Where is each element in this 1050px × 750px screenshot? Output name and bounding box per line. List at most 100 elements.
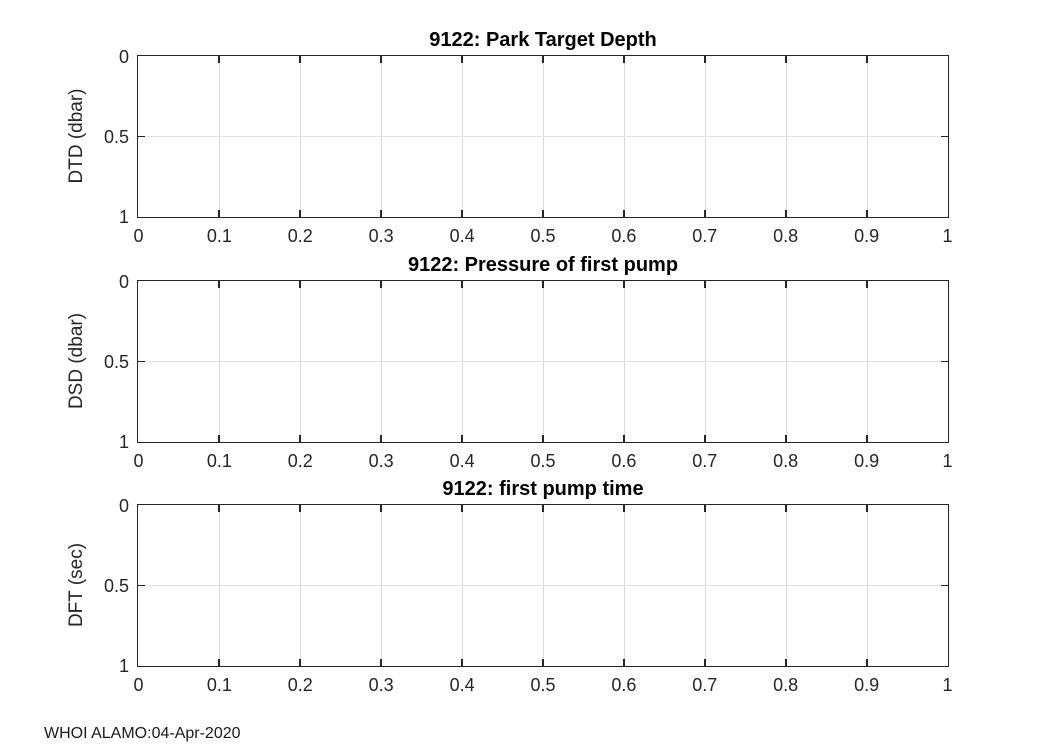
- x-tick-label: 0: [133, 675, 144, 695]
- tick-mark: [785, 505, 787, 512]
- plot-area: [137, 280, 949, 443]
- tick-mark: [380, 281, 382, 288]
- tick-mark: [866, 281, 868, 288]
- tick-mark: [704, 435, 706, 442]
- tick-mark: [461, 281, 463, 288]
- tick-mark: [299, 210, 301, 217]
- y-tick-label: 0: [118, 271, 129, 292]
- tick-mark: [218, 281, 220, 288]
- tick-mark: [138, 360, 145, 363]
- tick-mark: [299, 659, 301, 666]
- tick-mark: [461, 435, 463, 442]
- tick-mark: [785, 281, 787, 288]
- tick-mark: [138, 584, 145, 587]
- subplot-park-target-depth: 9122: Park Target Depth DTD (dbar) 0 0.5 1…: [0, 28, 1050, 252]
- y-tick-label: 1: [118, 655, 129, 676]
- tick-mark: [299, 435, 301, 442]
- tick-mark: [941, 584, 948, 587]
- y-tick-label: 0.5: [103, 575, 129, 596]
- x-tick-label: 1: [942, 226, 953, 246]
- tick-mark: [299, 505, 301, 512]
- tick-mark: [623, 659, 625, 666]
- tick-mark: [461, 505, 463, 512]
- tick-mark: [542, 281, 544, 288]
- tick-mark: [785, 435, 787, 442]
- tick-mark: [218, 505, 220, 512]
- tick-mark: [461, 56, 463, 63]
- tick-mark: [941, 135, 948, 138]
- tick-mark: [218, 56, 220, 63]
- tick-mark: [542, 210, 544, 217]
- x-tick-label: 0: [133, 226, 144, 246]
- x-tick-label: 0.8: [773, 675, 799, 695]
- x-tick-label: 0.9: [854, 226, 880, 246]
- tick-mark: [704, 56, 706, 63]
- tick-mark: [461, 659, 463, 666]
- tick-mark: [461, 210, 463, 217]
- x-tick-label: 0.3: [368, 226, 394, 246]
- x-tick-label: 0.9: [854, 675, 880, 695]
- tick-mark: [218, 210, 220, 217]
- x-tick-label: 0.2: [287, 226, 313, 246]
- x-tick-label: 0.5: [530, 226, 556, 246]
- tick-mark: [785, 210, 787, 217]
- x-tick-label: 1: [942, 451, 953, 471]
- tick-mark: [380, 435, 382, 442]
- x-tick-label: 1: [942, 675, 953, 695]
- tick-mark: [380, 56, 382, 63]
- tick-mark: [866, 56, 868, 63]
- gridline: [138, 585, 948, 586]
- plot-title: 9122: first pump time: [442, 478, 644, 500]
- x-tick-label: 0.6: [611, 451, 637, 471]
- x-tick-label: 0.6: [611, 675, 637, 695]
- x-tick-label: 0.6: [611, 226, 637, 246]
- x-tick-label: 0.3: [368, 675, 394, 695]
- tick-mark: [623, 435, 625, 442]
- subplot-pressure-first-pump: 9122: Pressure of first pump DSD (dbar) …: [0, 253, 1050, 477]
- y-tick-label: 1: [118, 206, 129, 227]
- tick-mark: [299, 281, 301, 288]
- gridline: [138, 361, 948, 362]
- tick-mark: [542, 56, 544, 63]
- tick-mark: [380, 210, 382, 217]
- tick-mark: [218, 435, 220, 442]
- tick-mark: [704, 210, 706, 217]
- tick-mark: [785, 56, 787, 63]
- tick-mark: [380, 659, 382, 666]
- x-tick-label: 0.4: [449, 226, 475, 246]
- tick-mark: [380, 505, 382, 512]
- x-tick-label: 0.2: [287, 675, 313, 695]
- x-tick-label: 0.8: [773, 226, 799, 246]
- x-tick-label: 0: [133, 451, 144, 471]
- tick-mark: [299, 56, 301, 63]
- plot-area: [137, 504, 949, 667]
- x-tick-label: 0.1: [206, 226, 232, 246]
- plot-title: 9122: Park Target Depth: [429, 29, 657, 51]
- tick-mark: [542, 505, 544, 512]
- tick-mark: [623, 505, 625, 512]
- tick-mark: [138, 135, 145, 138]
- y-tick-label: 0.5: [103, 126, 129, 147]
- tick-mark: [866, 210, 868, 217]
- x-tick-label: 0.4: [449, 451, 475, 471]
- x-tick-label: 0.4: [449, 675, 475, 695]
- tick-mark: [941, 360, 948, 363]
- tick-mark: [623, 56, 625, 63]
- x-tick-label: 0.1: [206, 451, 232, 471]
- x-tick-label: 0.3: [368, 451, 394, 471]
- tick-mark: [623, 210, 625, 217]
- tick-mark: [542, 659, 544, 666]
- y-tick-label: 0: [118, 46, 129, 67]
- tick-mark: [866, 659, 868, 666]
- x-tick-label: 0.5: [530, 675, 556, 695]
- x-tick-label: 0.9: [854, 451, 880, 471]
- tick-mark: [866, 435, 868, 442]
- x-tick-label: 0.7: [692, 675, 718, 695]
- tick-mark: [218, 659, 220, 666]
- x-tick-label: 0.7: [692, 451, 718, 471]
- tick-mark: [785, 659, 787, 666]
- y-tick-label: 1: [118, 431, 129, 452]
- y-tick-label: 0.5: [103, 351, 129, 372]
